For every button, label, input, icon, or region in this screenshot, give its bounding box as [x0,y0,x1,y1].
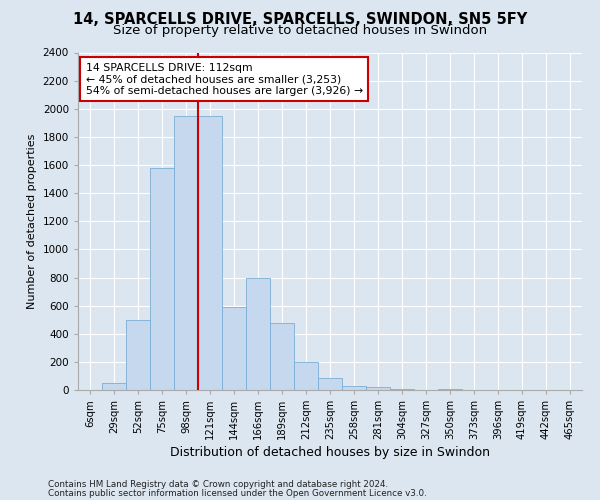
Bar [366,387,390,390]
Bar [222,307,246,390]
Text: Size of property relative to detached houses in Swindon: Size of property relative to detached ho… [113,24,487,37]
Text: 14, SPARCELLS DRIVE, SPARCELLS, SWINDON, SN5 5FY: 14, SPARCELLS DRIVE, SPARCELLS, SWINDON,… [73,12,527,28]
Bar [198,116,222,390]
Bar [438,388,462,390]
Bar [318,378,342,390]
Text: Contains public sector information licensed under the Open Government Licence v3: Contains public sector information licen… [48,488,427,498]
Bar [102,383,126,390]
Text: 14 SPARCELLS DRIVE: 112sqm
← 45% of detached houses are smaller (3,253)
54% of s: 14 SPARCELLS DRIVE: 112sqm ← 45% of deta… [86,62,362,96]
Text: Contains HM Land Registry data © Crown copyright and database right 2024.: Contains HM Land Registry data © Crown c… [48,480,388,489]
Bar [246,278,270,390]
Bar [342,386,366,390]
Bar [294,362,318,390]
Bar [126,320,150,390]
Bar [270,322,294,390]
X-axis label: Distribution of detached houses by size in Swindon: Distribution of detached houses by size … [170,446,490,460]
Bar [174,116,198,390]
Y-axis label: Number of detached properties: Number of detached properties [27,134,37,309]
Bar [150,168,174,390]
